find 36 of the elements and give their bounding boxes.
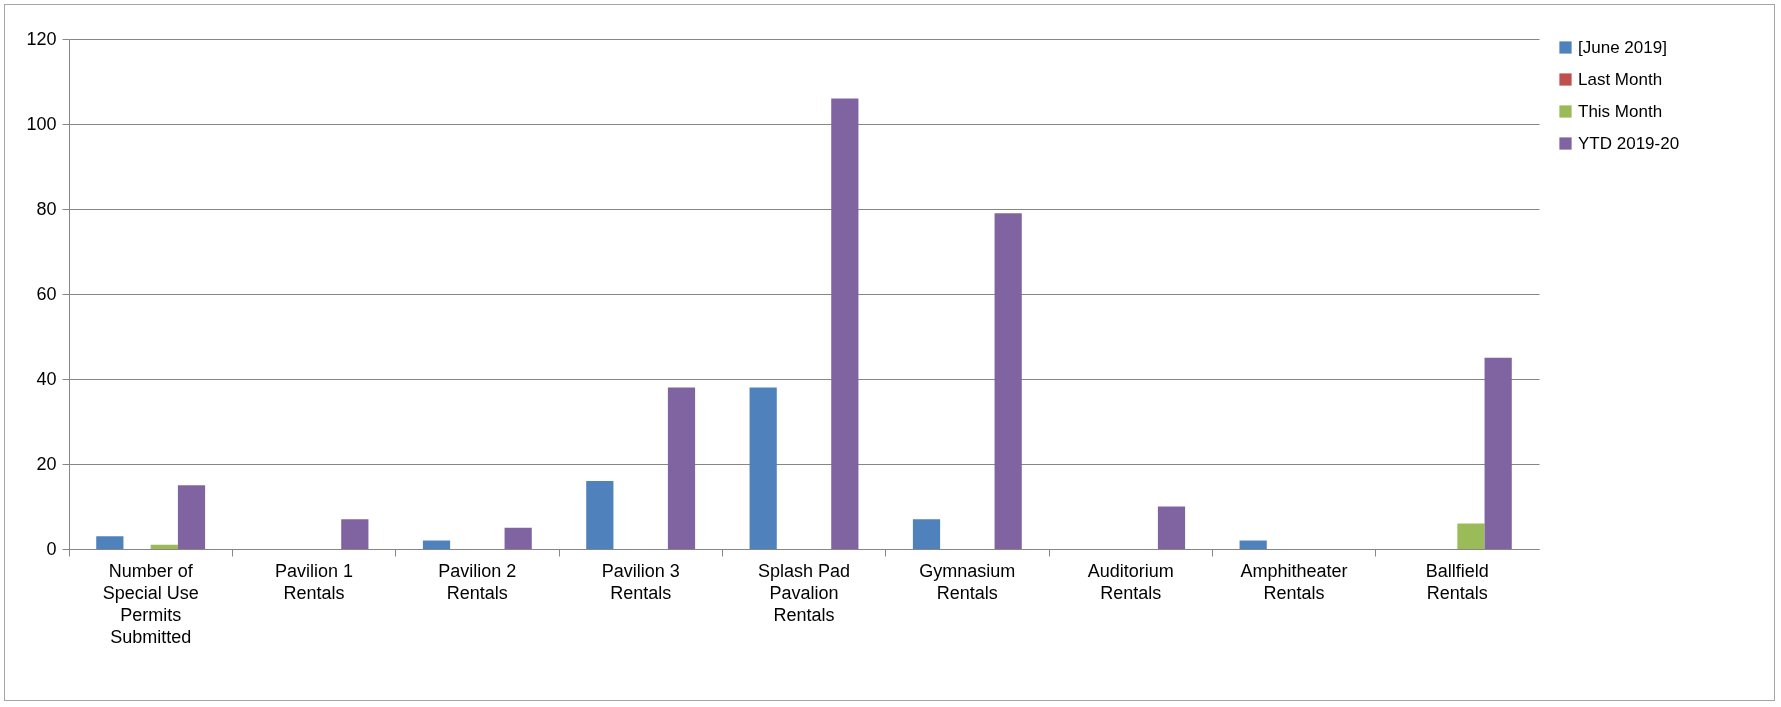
x-tick-label: Amphitheater Rentals [1240,560,1348,603]
bar [150,544,178,549]
x-tick-label: Number of Special Use Permits Submitted [102,560,199,647]
bar [96,536,124,549]
bar [1457,523,1485,549]
bar [586,481,614,549]
x-tick-label: Pavilion 2 Rentals [438,560,517,603]
bar [667,387,696,549]
y-tick-label: 120 [26,28,57,49]
bar [831,98,859,549]
y-tick-label: 60 [36,283,57,304]
bar [1157,506,1186,549]
legend-label: [June 2019] [1578,37,1667,57]
y-tick-label: 20 [36,453,57,474]
x-tick-label: Pavilion 1 Rentals [274,560,354,603]
x-tick-label: Gymnasium Rentals [919,560,1016,603]
bar [912,519,941,549]
bar [422,540,451,549]
bar [1484,357,1512,549]
bar [994,213,1022,549]
x-tick-label: Ballfield Rentals [1425,560,1489,603]
bar [1239,540,1267,549]
legend-label: YTD 2019-20 [1578,133,1680,153]
legend-label: Last Month [1578,69,1663,89]
bar [341,519,369,549]
x-tick-label: Pavilion 3 Rentals [601,560,680,603]
bar [749,387,777,549]
y-tick-label: 100 [26,113,57,134]
y-tick-label: 40 [36,368,57,389]
x-tick-label: Auditorium Rentals [1087,560,1174,603]
y-tick-label: 0 [46,538,57,559]
x-tick-label: Splash Pad Pavalion Rentals [757,560,851,625]
y-tick-label: 80 [36,198,57,219]
bar [177,485,206,549]
legend-label: This Month [1578,101,1663,121]
bar [504,527,532,549]
